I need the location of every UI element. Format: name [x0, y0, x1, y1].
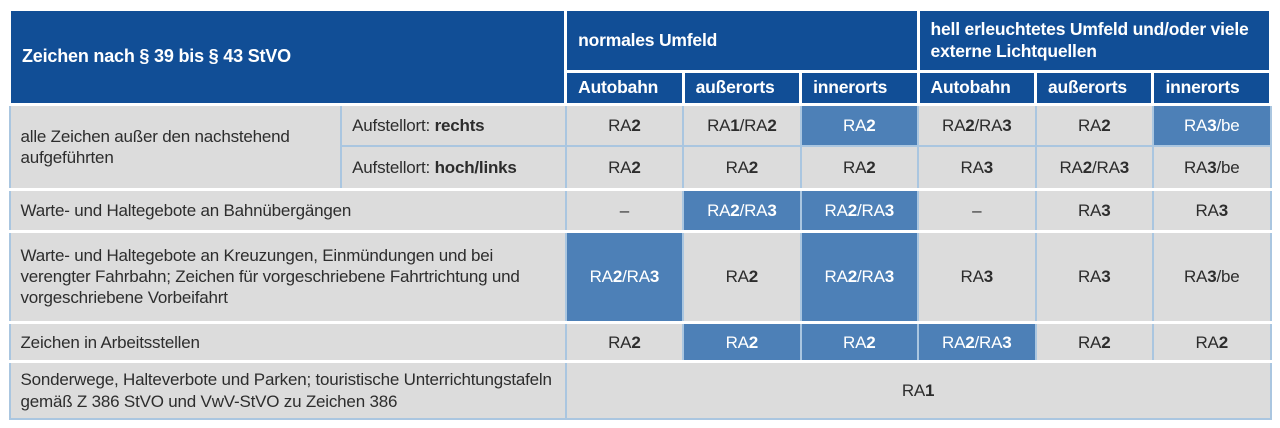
table-row: Aufstellort: hoch/links RA2 RA2 RA2 RA3 RA2/R…: [10, 145, 1272, 191]
value-cell: RA3/be: [1151, 103, 1272, 148]
value-cell: RA2: [564, 145, 685, 191]
value-cell: RA1: [564, 360, 1272, 421]
table-row: Warte- und Haltegebote an Bahnübergängen…: [8, 188, 1272, 233]
aufstellort-cell: Aufstellort: hoch/links: [340, 145, 567, 191]
value-cell: RA3: [917, 229, 1037, 324]
value-cell: –: [917, 188, 1037, 233]
value-cell: RA3/be: [1151, 229, 1272, 324]
value-cell: RA3: [917, 145, 1037, 191]
column-header: innerorts: [799, 70, 920, 106]
row-description: Warte- und Haltegebote an Kreuzungen, Ei…: [8, 229, 567, 324]
value-cell: RA2: [799, 320, 920, 363]
aufstellort-cell: Aufstellort: rechts: [340, 103, 567, 148]
reflective-class-table: Zeichen nach § 39 bis § 43 StVO normales…: [7, 8, 1273, 421]
value-cell: RA2/RA3: [682, 188, 802, 233]
corner-header: Zeichen nach § 39 bis § 43 StVO: [7, 8, 568, 106]
value-cell: RA1/RA2: [682, 103, 802, 148]
value-cell: RA2/RA3: [564, 229, 685, 324]
column-header-row: Autobahn außerorts innerorts Autobahn außero…: [10, 70, 1272, 106]
row-description: Sonderwege, Halteverbote und Parken; tou…: [8, 360, 567, 421]
value-cell: RA3: [1034, 188, 1154, 233]
row-description: Zeichen in Arbeitsstellen: [8, 320, 567, 363]
column-header: innerorts: [1151, 70, 1272, 106]
value-cell: RA2: [682, 320, 802, 363]
table-row: alle Zeichen außer den nachstehend aufge…: [8, 102, 1272, 191]
value-cell: RA2: [564, 103, 685, 148]
value-cell: –: [564, 188, 685, 233]
table-header: Zeichen nach § 39 bis § 43 StVO normales…: [7, 8, 1273, 106]
value-cell: RA2: [799, 103, 920, 148]
value-cell: RA2: [682, 145, 802, 191]
value-cell: RA3: [1034, 229, 1154, 324]
column-header: Autobahn: [564, 70, 685, 106]
value-cell: RA2/RA3: [917, 103, 1037, 148]
group-header-row: Zeichen nach § 39 bis § 43 StVO normales…: [7, 8, 1273, 106]
value-cell: RA2: [1151, 320, 1272, 363]
value-cell: RA2/RA3: [1034, 145, 1154, 191]
value-cell: RA2/RA3: [917, 320, 1037, 363]
value-cell: RA2: [1034, 103, 1154, 148]
column-header: Autobahn: [916, 70, 1038, 106]
value-cell: RA3/be: [1151, 145, 1272, 191]
value-cell: RA2: [1034, 320, 1154, 363]
group-header-helles-umfeld: hell erleuchtetes Umfeld und/oder viele …: [916, 8, 1273, 73]
table-row: Sonderwege, Halteverbote und Parken; tou…: [8, 360, 1272, 421]
group-header-normales-umfeld: normales Umfeld: [564, 8, 920, 73]
value-cell: RA3: [1151, 188, 1272, 233]
table-row: Warte- und Haltegebote an Kreuzungen, Ei…: [8, 229, 1272, 324]
row-description: Warte- und Haltegebote an Bahnübergängen: [8, 188, 567, 233]
column-header: außerorts: [1033, 70, 1155, 106]
value-cell: RA2: [799, 145, 920, 191]
value-cell: RA2/RA3: [799, 188, 920, 233]
column-header: außerorts: [681, 70, 803, 106]
row-description: alle Zeichen außer den nachstehend aufge…: [8, 102, 343, 191]
value-cell: RA2: [682, 229, 802, 324]
table-body: alle Zeichen außer den nachstehend aufge…: [8, 102, 1272, 421]
value-cell: RA2/RA3: [799, 229, 920, 324]
table-row: Zeichen in Arbeitsstellen RA2 RA2 RA2 RA2/RA…: [8, 320, 1272, 363]
value-cell: RA2: [564, 320, 685, 363]
